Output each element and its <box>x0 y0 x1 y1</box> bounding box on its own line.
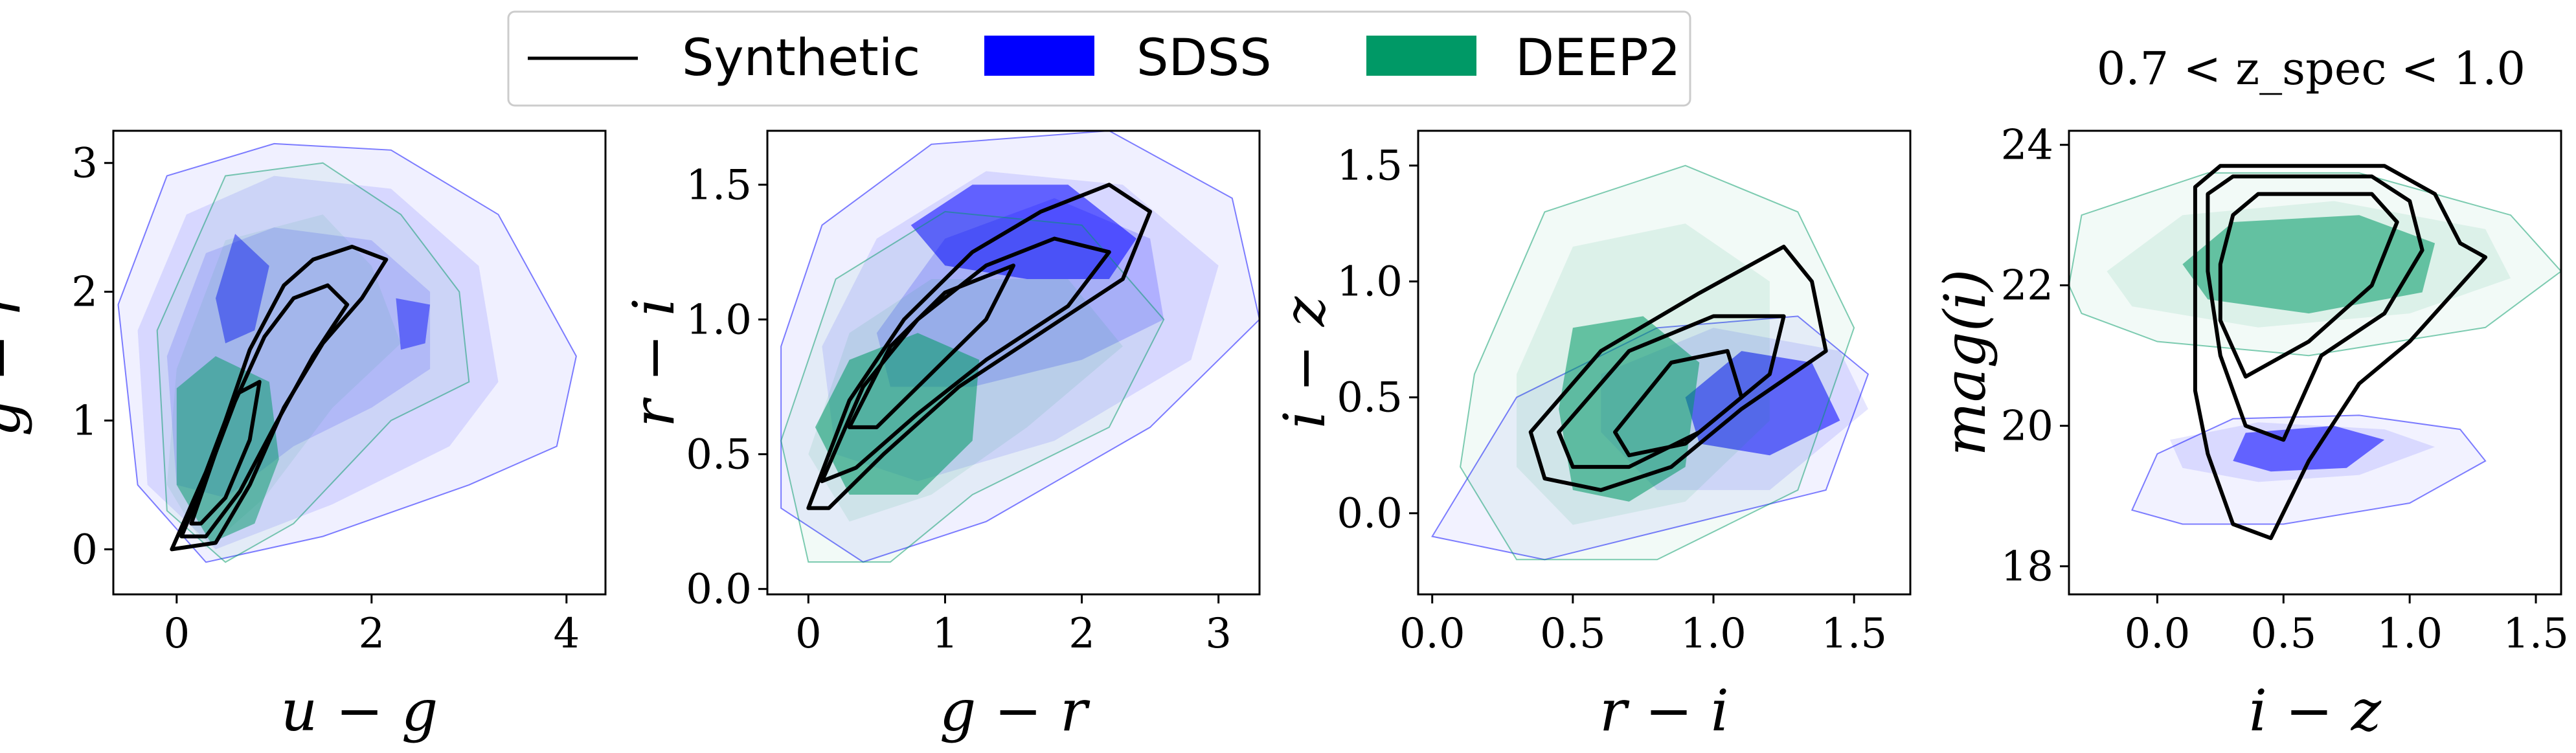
deep2-contour-3 <box>1559 316 1700 502</box>
x-tick-label: 0.5 <box>2250 610 2316 658</box>
plot-area-3 <box>1431 164 1870 561</box>
synthetic-contour-1 <box>1528 245 1828 492</box>
y-tick-label: 1.0 <box>686 296 752 344</box>
x-tick-label: 0 <box>163 610 190 658</box>
legend-label-sdss: SDSS <box>1136 29 1272 87</box>
y-axis-label: r − i <box>620 298 687 427</box>
synthetic-contour-1 <box>2193 164 2488 541</box>
synthetic-contour-2 <box>2206 174 2424 442</box>
plot-area-2 <box>780 131 1260 563</box>
deep2-contour-3 <box>2182 215 2435 314</box>
synthetic-contour-2 <box>820 236 1111 484</box>
x-tick-label: 1.0 <box>1680 610 1746 658</box>
x-tick-label: 1.0 <box>2377 610 2443 658</box>
deep2-contour-1-outline <box>780 210 1165 563</box>
legend-swatch-deep2 <box>1366 36 1476 76</box>
y-tick-label: 1.5 <box>1337 142 1403 190</box>
panel-2: 0 1 2 3 0.0 0.5 1.0 1.5 g − r r − i <box>620 129 1261 744</box>
y-tick-label: 0.0 <box>1337 490 1403 538</box>
y-tick-label: 2 <box>71 269 98 317</box>
legend-label-synthetic: Synthetic <box>682 29 920 87</box>
y-tick-label: 1.0 <box>1337 258 1403 306</box>
x-tick-label: 2 <box>1068 610 1095 658</box>
x-tick-label: 1.5 <box>2503 610 2569 658</box>
panel-3: 0.0 0.5 1.0 1.5 0.0 0.5 1.0 1.5 r − i i − z <box>1271 129 1912 744</box>
y-axis-label: i − z <box>1271 296 1338 429</box>
synthetic-contour-1 <box>806 183 1153 510</box>
redshift-label: 0.7 < z_spec < 1.0 <box>2097 42 2525 95</box>
x-tick-label: 1.5 <box>1821 610 1887 658</box>
y-tick-label: 0 <box>71 526 98 574</box>
y-tick-label: 18 <box>2001 543 2053 591</box>
legend-label-deep2: DEEP2 <box>1515 29 1680 87</box>
axes-frame-2 <box>766 129 1261 596</box>
legend: Synthetic SDSS DEEP2 <box>507 10 1691 107</box>
sdss-contour-4 <box>216 234 269 344</box>
x-tick-label: 0 <box>795 610 822 658</box>
y-tick-label: 3 <box>71 140 98 188</box>
axes-frame-3 <box>1417 129 1912 596</box>
sdss-contour-5 <box>396 298 431 350</box>
plot-area-1 <box>117 142 577 563</box>
x-axis-label: r − i <box>1599 677 1729 744</box>
y-tick-label: 1.5 <box>686 161 752 209</box>
y-axis-label: g − r <box>0 286 33 436</box>
x-tick-label: 2 <box>358 610 385 658</box>
y-tick-label: 0.5 <box>686 431 752 479</box>
x-tick-label: 0.0 <box>1399 610 1465 658</box>
sdss-contour-1-outline <box>1431 315 1870 561</box>
synthetic-contour-3 <box>1613 349 1744 458</box>
deep2-contour-1-outline <box>1460 164 1855 561</box>
synthetic-contour-3 <box>189 379 262 526</box>
deep2-contour-3 <box>815 333 980 495</box>
x-axis-label: g − r <box>940 677 1090 744</box>
panel-4: 0.0 0.5 1.0 1.5 18 20 22 24 i − z mag(i) <box>1932 122 2569 744</box>
y-tick-label: 0.0 <box>686 566 752 614</box>
axes-frame-1 <box>112 129 607 596</box>
sdss-contour-1-outline <box>117 142 577 563</box>
x-tick-label: 4 <box>553 610 580 658</box>
panel-1: 0 2 4 0 1 2 3 u − g g − r <box>0 129 607 744</box>
y-axis-label: mag(i) <box>1932 269 1998 456</box>
sdss-contour-3 <box>1685 351 1840 456</box>
sdss-contour-1-outline <box>780 131 1260 563</box>
deep2-contour-1-outline <box>2069 172 2561 357</box>
synthetic-contour-3 <box>847 264 1015 429</box>
axes-frame-4 <box>2068 129 2562 596</box>
y-tick-label: 24 <box>2001 122 2053 170</box>
legend-frame <box>507 10 1691 107</box>
x-axis-label: u − g <box>281 677 438 744</box>
y-tick-label: 22 <box>2001 262 2053 310</box>
x-tick-label: 0.0 <box>2125 610 2191 658</box>
y-tick-label: 1 <box>71 398 98 445</box>
y-tick-label: 0.5 <box>1337 374 1403 422</box>
y-tick-label: 20 <box>2001 403 2053 451</box>
legend-swatch-sdss <box>984 36 1094 76</box>
synthetic-contour-3 <box>2218 192 2399 379</box>
x-axis-label: i − z <box>2249 677 2382 744</box>
x-tick-label: 0.5 <box>1540 610 1606 658</box>
x-tick-label: 1 <box>932 610 958 658</box>
plot-area-4 <box>2069 164 2561 541</box>
x-tick-label: 3 <box>1205 610 1232 658</box>
synthetic-contour-2 <box>1557 314 1786 469</box>
